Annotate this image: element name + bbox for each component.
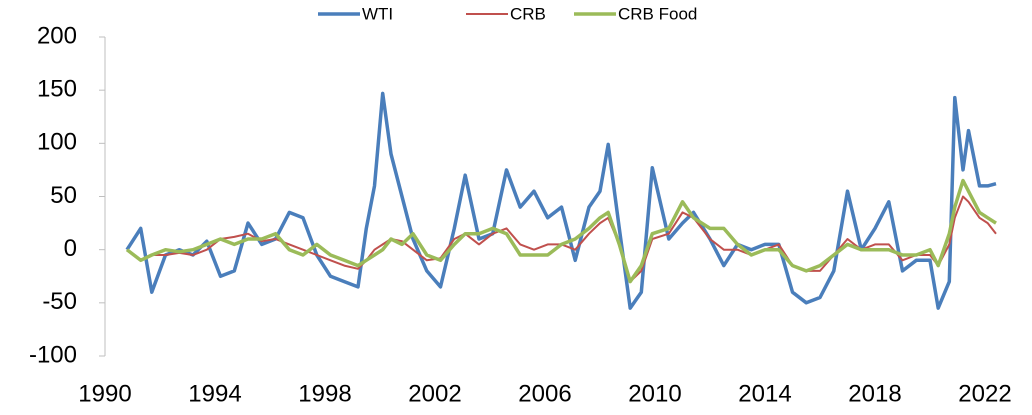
x-tick-label: 2006 bbox=[518, 380, 571, 407]
y-tick-label: -50 bbox=[42, 288, 77, 315]
y-tick-label: -100 bbox=[29, 341, 77, 368]
x-tick-label: 2022 bbox=[958, 380, 1011, 407]
x-tick-label: 2010 bbox=[628, 380, 681, 407]
x-tick-label: 2002 bbox=[408, 380, 461, 407]
x-tick-label: 2014 bbox=[738, 380, 791, 407]
y-tick-label: 50 bbox=[50, 182, 77, 209]
y-tick-label: 150 bbox=[37, 76, 77, 103]
legend-label: CRB bbox=[510, 4, 546, 23]
legend-label: CRB Food bbox=[618, 4, 697, 23]
y-tick-label: 0 bbox=[64, 235, 77, 262]
x-tick-label: 2018 bbox=[848, 380, 901, 407]
series-line bbox=[125, 178, 997, 284]
legend-label: WTI bbox=[362, 4, 393, 23]
y-tick-label: 100 bbox=[37, 129, 77, 156]
x-tick-label: 1990 bbox=[78, 380, 131, 407]
x-tick-label: 1998 bbox=[298, 380, 351, 407]
series-line bbox=[125, 91, 997, 310]
y-tick-label: 200 bbox=[37, 22, 77, 49]
x-tick-label: 1994 bbox=[188, 380, 241, 407]
